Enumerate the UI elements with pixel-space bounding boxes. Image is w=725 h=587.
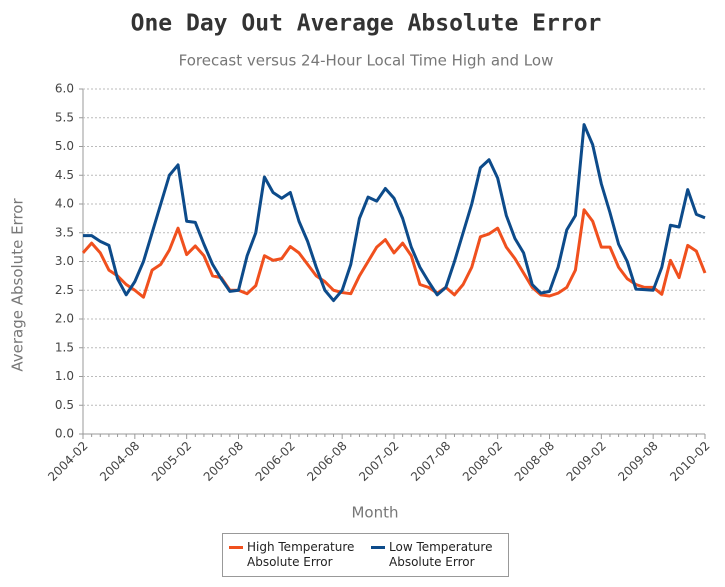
legend-item: Low Temperature Absolute Error — [365, 540, 507, 570]
x-tick-label: 2006-02 — [253, 439, 298, 484]
y-tick-label: 5.0 — [55, 139, 74, 153]
y-tick-label: 2.5 — [55, 283, 74, 297]
x-tick-label: 2008-02 — [460, 439, 505, 484]
legend-swatch — [229, 546, 243, 549]
x-tick-label: 2004-08 — [97, 439, 142, 484]
y-tick-label: 0.0 — [55, 427, 74, 441]
series-line — [81, 208, 707, 299]
legend: High Temperature Absolute Error Low Tempe… — [222, 533, 509, 577]
x-tick-label: 2005-02 — [149, 439, 194, 484]
legend-swatch — [371, 546, 385, 549]
x-tick-label: 2004-02 — [45, 439, 90, 484]
y-tick-label: 0.5 — [55, 398, 74, 412]
y-tick-label: 5.5 — [55, 110, 74, 124]
y-tick-label: 3.0 — [55, 254, 74, 268]
y-axis-title: Average Absolute Error — [9, 198, 27, 372]
y-tick-label: 1.5 — [55, 340, 74, 354]
x-tick-label: 2007-08 — [408, 439, 453, 484]
y-tick-label: 3.5 — [55, 225, 74, 239]
legend-label: High Temperature Absolute Error — [247, 540, 355, 569]
chart-subtitle: Forecast versus 24-Hour Local Time High … — [179, 52, 554, 70]
x-tick-label: 2009-02 — [564, 439, 609, 484]
x-tick-label: 2006-08 — [304, 439, 349, 484]
legend-item: High Temperature Absolute Error — [223, 540, 365, 570]
x-tick-label: 2005-08 — [201, 439, 246, 484]
x-tick-label: 2007-02 — [356, 439, 401, 484]
x-tick-label: 2009-08 — [615, 439, 660, 484]
y-tick-label: 4.0 — [55, 197, 74, 211]
y-tick-label: 4.5 — [55, 168, 74, 182]
legend-label: Low Temperature Absolute Error — [389, 540, 493, 569]
y-tick-label: 2.0 — [55, 312, 74, 326]
series-line — [83, 123, 706, 303]
x-axis-title: Month — [351, 504, 398, 522]
x-tick-label: 2008-08 — [512, 439, 557, 484]
y-tick-label: 1.0 — [55, 369, 74, 383]
x-tick-label: 2010-02 — [667, 439, 712, 484]
y-tick-label: 6.0 — [55, 82, 74, 96]
chart-title: One Day Out Average Absolute Error — [131, 11, 602, 37]
